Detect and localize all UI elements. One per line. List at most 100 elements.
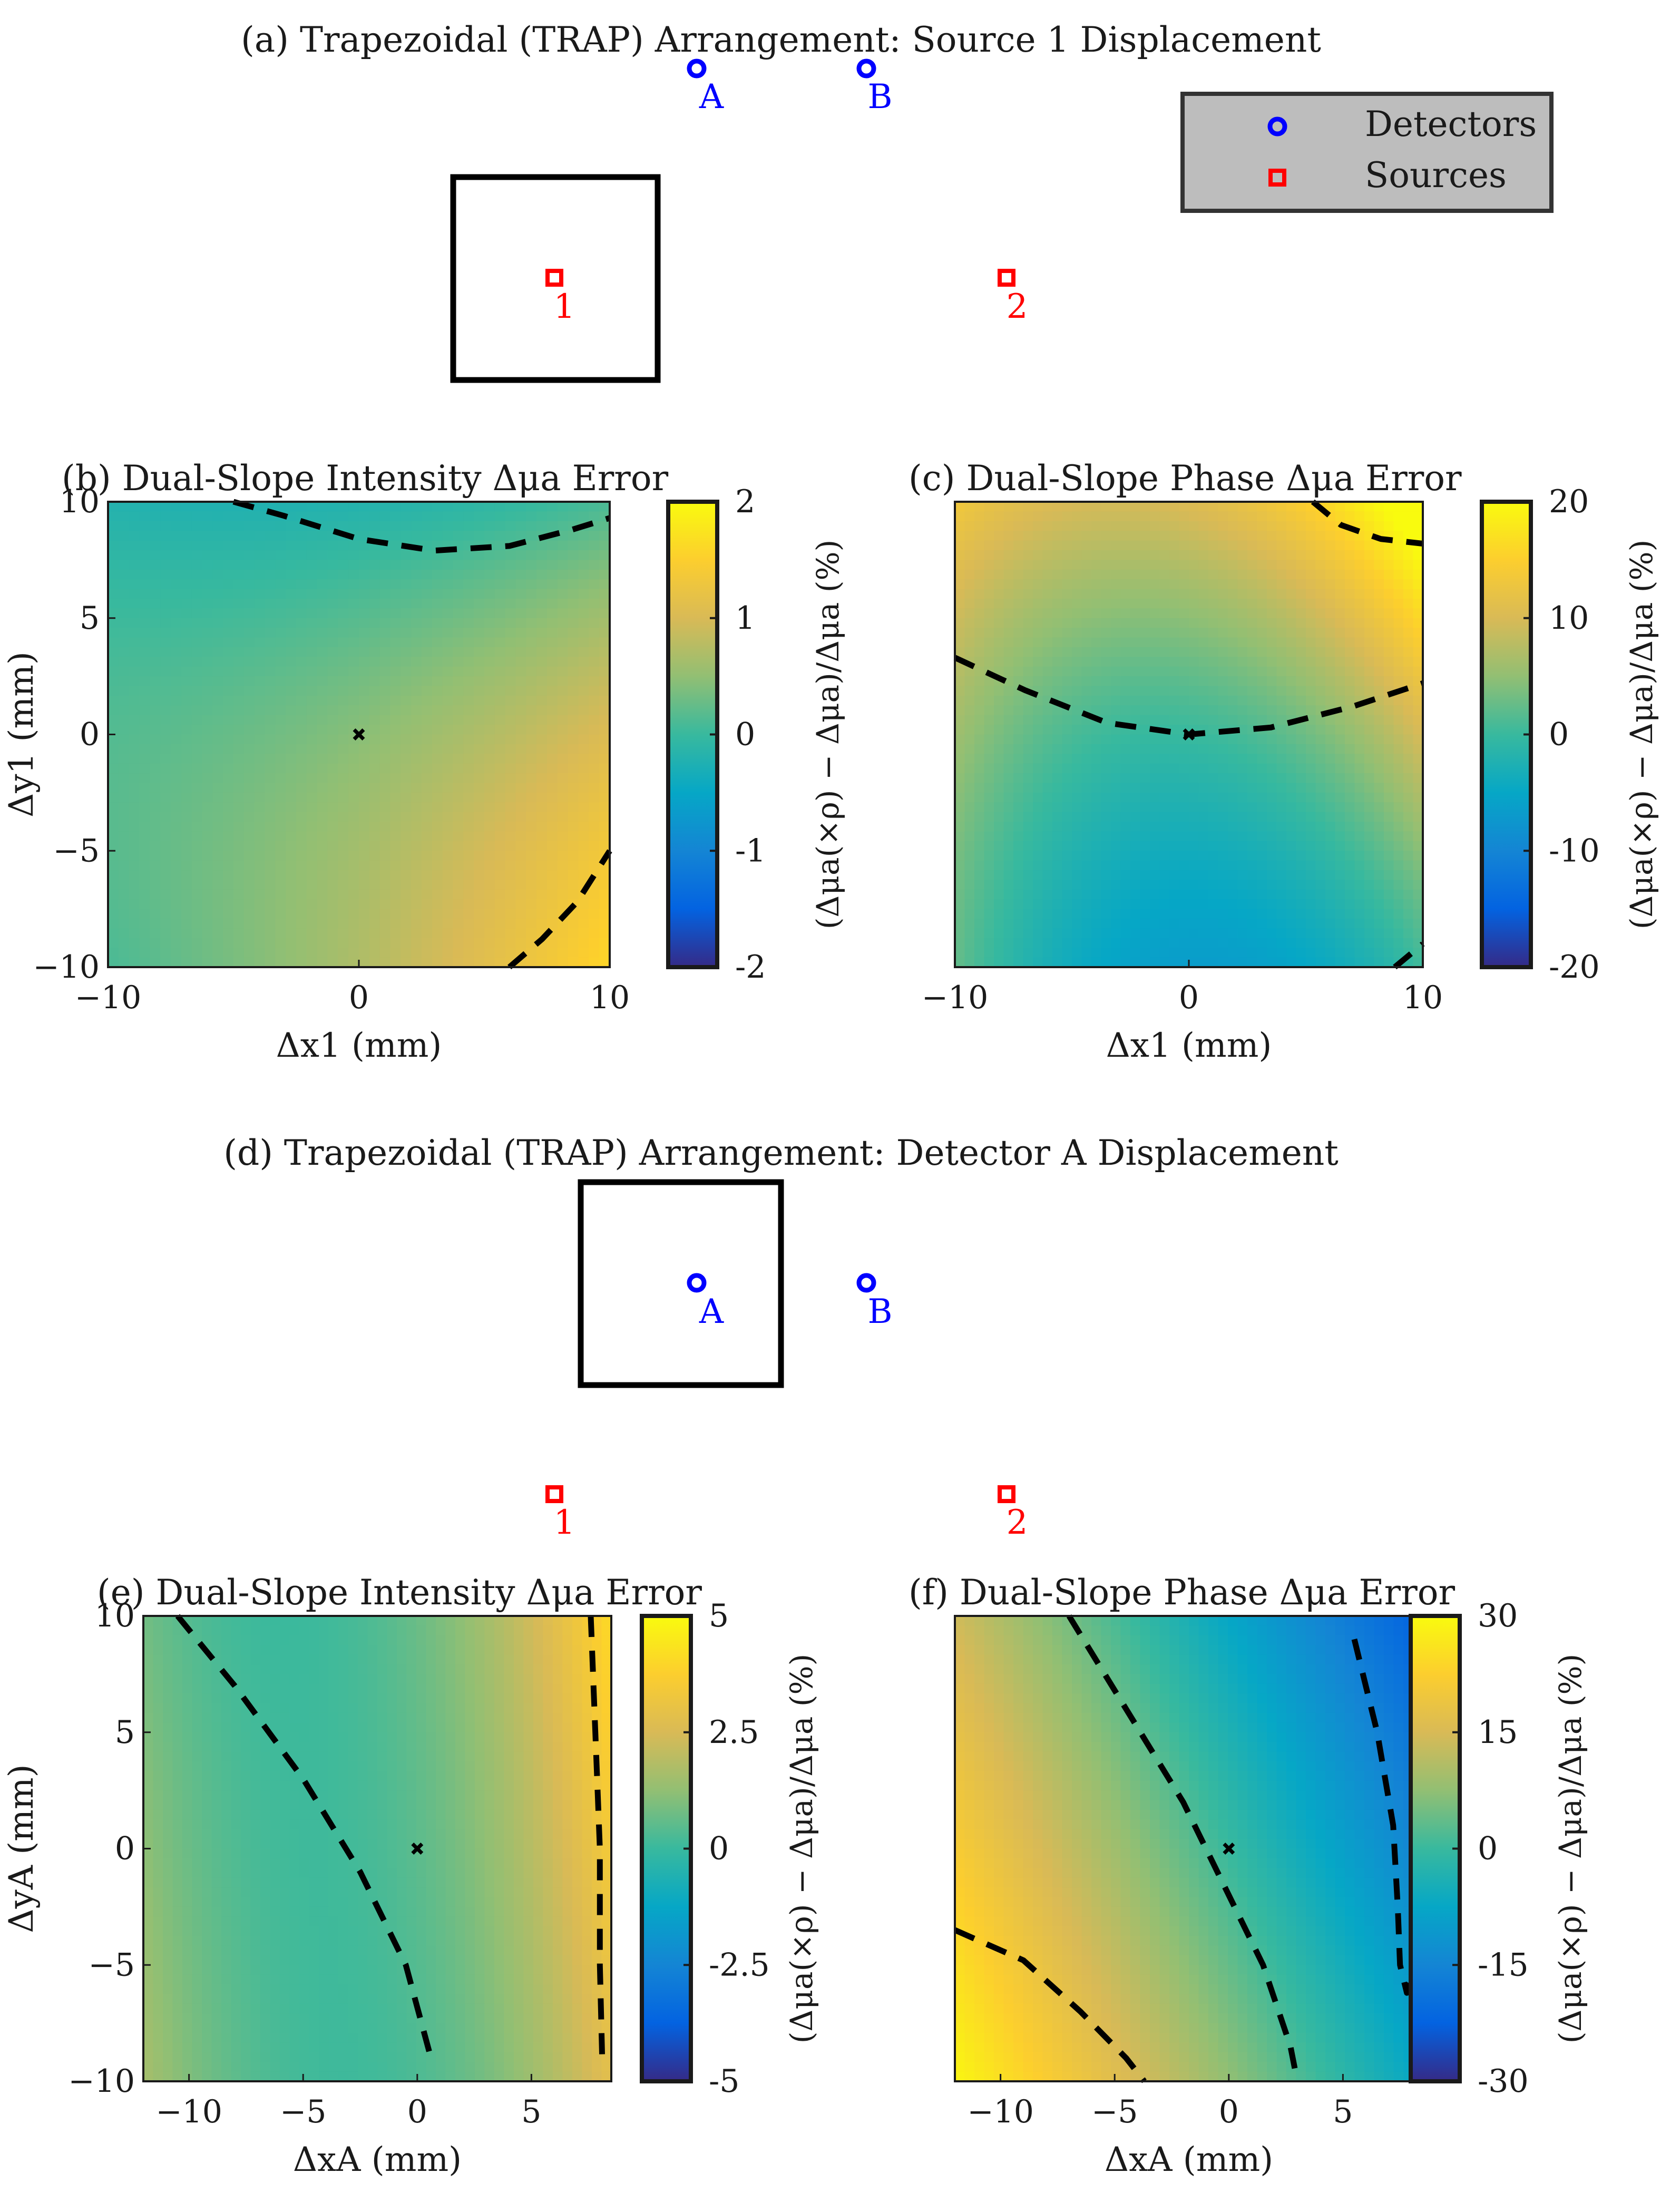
heatmap-cell [494,880,506,890]
heatmap-cell [1101,938,1111,949]
heatmap-cell [1179,841,1189,852]
heatmap-cell [254,870,266,881]
heatmap-cell [964,812,975,822]
source-2-label: 2 [1007,287,1028,326]
heatmap-cell [1267,589,1277,599]
heatmap-cell [1374,899,1384,910]
heatmap-cell [955,957,965,968]
heatmap-cell [474,531,485,541]
heatmap-cell [568,792,579,803]
heatmap-cell [1072,744,1082,755]
heatmap-cell [223,734,234,745]
heatmap-cell [536,880,548,890]
heatmap-cell [1267,851,1277,861]
heatmap-cell [139,909,151,919]
heatmap-cell [327,686,339,696]
heatmap-cell [463,531,474,541]
heatmap-cell [160,928,171,939]
heatmap-cell [338,550,349,561]
heatmap-cell [964,569,975,580]
heatmap-cell [1140,647,1150,658]
heatmap-cell [1218,628,1228,638]
heatmap-cell [139,763,151,774]
heatmap-cell [118,637,130,648]
heatmap-cell [390,851,402,861]
heatmap-cell [172,1974,183,1985]
heatmap-cell [254,540,266,551]
heatmap-cell [1325,618,1336,628]
heatmap-cell [223,705,234,716]
heatmap-cell [547,521,558,531]
heatmap-cell [1413,725,1423,735]
heatmap-cell [1081,579,1092,590]
heatmap-cell [1237,831,1248,842]
heatmap-cell [1413,531,1423,541]
heatmap-cell [317,647,328,658]
heatmap-cell [442,822,454,832]
heatmap-cell [1335,851,1345,861]
heatmap-cell [568,647,579,658]
heatmap-cell [296,511,307,522]
heatmap-cell [955,938,965,949]
heatmap-cell [547,666,558,677]
heatmap-cell [338,783,349,793]
heatmap-cell [484,734,495,745]
heatmap-cell [1325,889,1336,900]
heatmap-cell [578,540,590,551]
heatmap-cell [233,938,245,949]
heatmap-cell [108,686,119,696]
heatmap-cell [974,812,985,822]
heatmap-cell [369,889,380,900]
heatmap-cell [1267,550,1277,561]
heatmap-cell [484,831,495,842]
heatmap-cell [153,1926,163,1936]
heatmap-cell [494,686,506,696]
heatmap-cell [1354,502,1365,512]
heatmap-cell [286,550,297,561]
heatmap-cell [369,560,380,570]
heatmap-cell [286,851,297,861]
heatmap-cell [191,666,203,677]
heatmap-cell [526,618,537,628]
heatmap-cell [1276,928,1287,939]
heatmap-cell [1296,860,1306,871]
heatmap-cell [494,657,506,667]
heatmap-cell [153,1722,163,1733]
heatmap-cell [1345,734,1355,745]
heatmap-cell [432,812,443,822]
heatmap-cell [192,1984,202,1995]
heatmap-cell [191,608,203,619]
heatmap-cell [599,725,610,735]
heatmap-cell [233,783,245,793]
heatmap-cell [1198,531,1209,541]
heatmap-cell [599,938,610,949]
heatmap-cell [212,957,223,968]
heatmap-cell [1384,695,1394,706]
heatmap-cell [1228,637,1238,648]
heatmap-cell [1335,870,1345,881]
heatmap-cell [1081,686,1092,696]
heatmap-cell [306,957,318,968]
heatmap-cell [463,589,474,599]
heatmap-cell [1130,715,1141,725]
heatmap-cell [432,676,443,687]
heatmap-cell [1130,637,1141,648]
heatmap-cell [1169,676,1180,687]
heatmap-cell [223,676,234,687]
heatmap-cell [1101,550,1111,561]
heatmap-cell [494,754,506,764]
heatmap-cell [578,822,590,832]
heatmap-cell [1393,773,1404,784]
heatmap-cell [964,957,975,968]
heatmap-cell [233,569,245,580]
colorbar-tick-label: 20 [1549,483,1589,520]
heatmap-cell [505,521,516,531]
heatmap-cell [296,822,307,832]
heatmap-cell [1276,880,1287,890]
heatmap-cell [589,560,600,570]
heatmap-cell [984,676,994,687]
heatmap-cell [338,812,349,822]
heatmap-cell [401,725,412,735]
heatmap-cell [1345,608,1355,619]
heatmap-cell [265,909,276,919]
